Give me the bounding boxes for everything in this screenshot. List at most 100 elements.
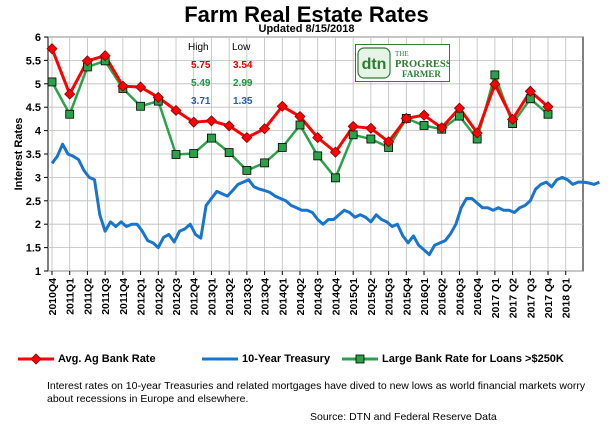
point-ag <box>99 50 111 62</box>
point-large <box>242 165 252 175</box>
point-large <box>260 158 269 168</box>
y-tick-label: 3.5 <box>26 149 41 161</box>
x-tick-label: 2015Q3 <box>384 278 396 316</box>
x-tick-label: 2014Q1 <box>277 278 289 316</box>
legend-marker-treasury <box>202 357 238 361</box>
legend-label-ag: Avg. Ag Bank Rate <box>58 353 156 366</box>
x-tick-label: 2013Q2 <box>224 278 236 316</box>
point-ag <box>329 146 342 158</box>
y-tick-label: 1.5 <box>26 243 41 255</box>
x-tick-label: 2011Q1 <box>65 278 77 315</box>
y-tick-label: 5 <box>35 79 41 91</box>
point-large <box>366 134 376 144</box>
chart-title: Farm Real Estate Rates <box>184 2 429 27</box>
legend-label-large: Large Bank Rate for Loans >$250K <box>382 353 564 366</box>
point-large <box>224 148 234 157</box>
point-ag <box>507 113 519 125</box>
x-tick-label: 2017 Q1 <box>490 278 502 318</box>
x-tick-label: 2015Q1 <box>348 278 360 316</box>
point-ag <box>453 102 466 114</box>
y-tick-label: 4 <box>35 126 42 138</box>
point-large <box>136 101 145 111</box>
dtn-progressive-farmer-logo: dtn THE PROGRESSIVE FARMER <box>355 44 450 82</box>
x-tick-label: 2014Q3 <box>313 278 325 316</box>
x-tick-label: 2016Q4 <box>472 278 484 316</box>
legend-marker-ag <box>18 353 54 365</box>
y-tick-label: 5.5 <box>26 55 41 67</box>
x-tick-label: 2012Q4 <box>189 278 201 316</box>
treasury-low-value: 1.35 <box>233 96 253 107</box>
point-large <box>295 120 305 130</box>
legend-item-treasury: 10-Year Treasury <box>202 351 330 367</box>
x-tick-label: 2014Q2 <box>295 278 307 316</box>
point-large <box>348 130 358 140</box>
low-header: Low <box>232 42 251 53</box>
ag-low-value: 3.54 <box>233 60 253 71</box>
point-ag <box>223 120 235 132</box>
series-line-treasury <box>50 142 600 257</box>
legend-label-treasury: 10-Year Treasury <box>242 353 331 366</box>
point-large <box>277 143 287 152</box>
point-large <box>490 70 500 80</box>
y-tick-label: 6 <box>35 32 41 44</box>
point-ag <box>383 136 395 148</box>
x-tick-label: 2013Q1 <box>206 278 218 316</box>
point-large <box>47 77 57 87</box>
point-ag <box>205 115 218 127</box>
point-ag <box>188 116 200 128</box>
x-tick-label: 2011Q3 <box>100 278 112 315</box>
point-large <box>65 109 75 119</box>
high-header: High <box>188 42 209 53</box>
x-tick-label: 2018 Q1 <box>561 278 573 318</box>
y-tick-label: 4.5 <box>26 102 41 114</box>
point-ag <box>241 132 253 144</box>
point-ag <box>117 80 129 92</box>
x-tick-label: 2017 Q3 <box>525 278 537 318</box>
point-ag <box>46 43 58 55</box>
point-ag <box>524 85 536 97</box>
point-ag <box>400 112 412 124</box>
point-ag <box>152 91 164 103</box>
x-tick-label: 2012Q1 <box>136 278 148 316</box>
x-tick-label: 2012Q2 <box>153 278 165 316</box>
x-tick-label: 2016Q2 <box>437 278 449 316</box>
point-ag <box>259 123 271 135</box>
point-large <box>207 133 216 143</box>
logo-badge: dtn <box>362 56 387 73</box>
x-tick-label: 2015Q4 <box>401 278 413 316</box>
logo-line2: PROGRESSIVE <box>395 59 450 70</box>
treasury-high-value: 3.71 <box>191 96 211 107</box>
legend: Avg. Ag Bank Rate 10-Year Treasury Large… <box>12 351 602 367</box>
point-ag <box>135 81 147 93</box>
point-ag <box>294 110 306 123</box>
point-ag <box>489 78 501 90</box>
point-ag <box>64 88 76 100</box>
point-ag <box>170 104 182 117</box>
x-tick-label: 2010Q4 <box>47 278 59 316</box>
point-ag <box>81 55 93 67</box>
ag-high-value: 5.75 <box>191 60 211 71</box>
x-tick-label: 2017 Q4 <box>543 278 555 318</box>
point-large <box>171 150 181 159</box>
x-tick-label: 2017 Q2 <box>508 278 520 318</box>
point-ag <box>436 122 448 134</box>
x-tick-label: 2015Q2 <box>366 278 378 316</box>
point-ag <box>365 122 377 134</box>
x-tick-label: 2011Q2 <box>82 278 94 315</box>
point-ag <box>542 101 554 113</box>
large-low-value: 2.99 <box>233 78 253 89</box>
x-tick-label: 2014Q4 <box>330 278 342 316</box>
point-ag <box>418 109 430 121</box>
y-tick-label: 2 <box>35 219 41 231</box>
x-tick-label: 2013Q4 <box>260 278 272 316</box>
chart-source: Source: DTN and Federal Reserve Data <box>310 411 497 423</box>
large-high-value: 5.49 <box>191 78 211 89</box>
legend-marker-large <box>342 354 378 364</box>
x-tick-label: 2011Q4 <box>118 278 130 315</box>
point-ag <box>471 127 483 139</box>
chart-note: Interest rates on 10-year Treasuries and… <box>47 380 586 405</box>
chart-subtitle: Updated 8/15/2018 <box>258 23 355 35</box>
point-large <box>419 121 429 130</box>
